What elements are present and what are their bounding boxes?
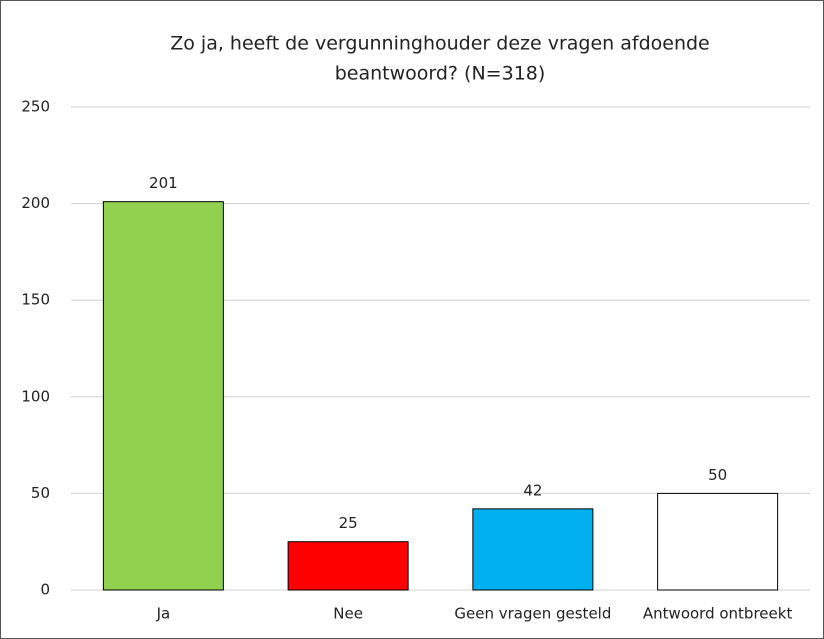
data-label: 201 (149, 174, 178, 192)
data-label: 42 (523, 481, 542, 499)
x-tick-label: Antwoord ontbreekt (643, 605, 793, 623)
x-tick-label: Nee (333, 605, 363, 623)
chart-title: beantwoord? (N=318) (335, 63, 546, 85)
y-tick-label: 150 (21, 291, 50, 309)
y-tick-label: 200 (21, 194, 50, 212)
bar (287, 541, 409, 591)
bar (472, 508, 594, 591)
y-tick-label: 100 (21, 387, 50, 405)
chart-title: Zo ja, heeft de vergunninghouder deze vr… (170, 33, 710, 55)
bar (102, 201, 224, 591)
x-tick-label: Ja (156, 605, 171, 623)
bar (657, 492, 779, 591)
y-tick-label: 0 (40, 581, 50, 599)
data-label: 25 (339, 514, 358, 532)
y-tick-label: 250 (21, 98, 50, 116)
data-label: 50 (708, 466, 727, 484)
x-tick-label: Geen vragen gesteld (454, 605, 611, 623)
y-tick-label: 50 (31, 484, 50, 502)
